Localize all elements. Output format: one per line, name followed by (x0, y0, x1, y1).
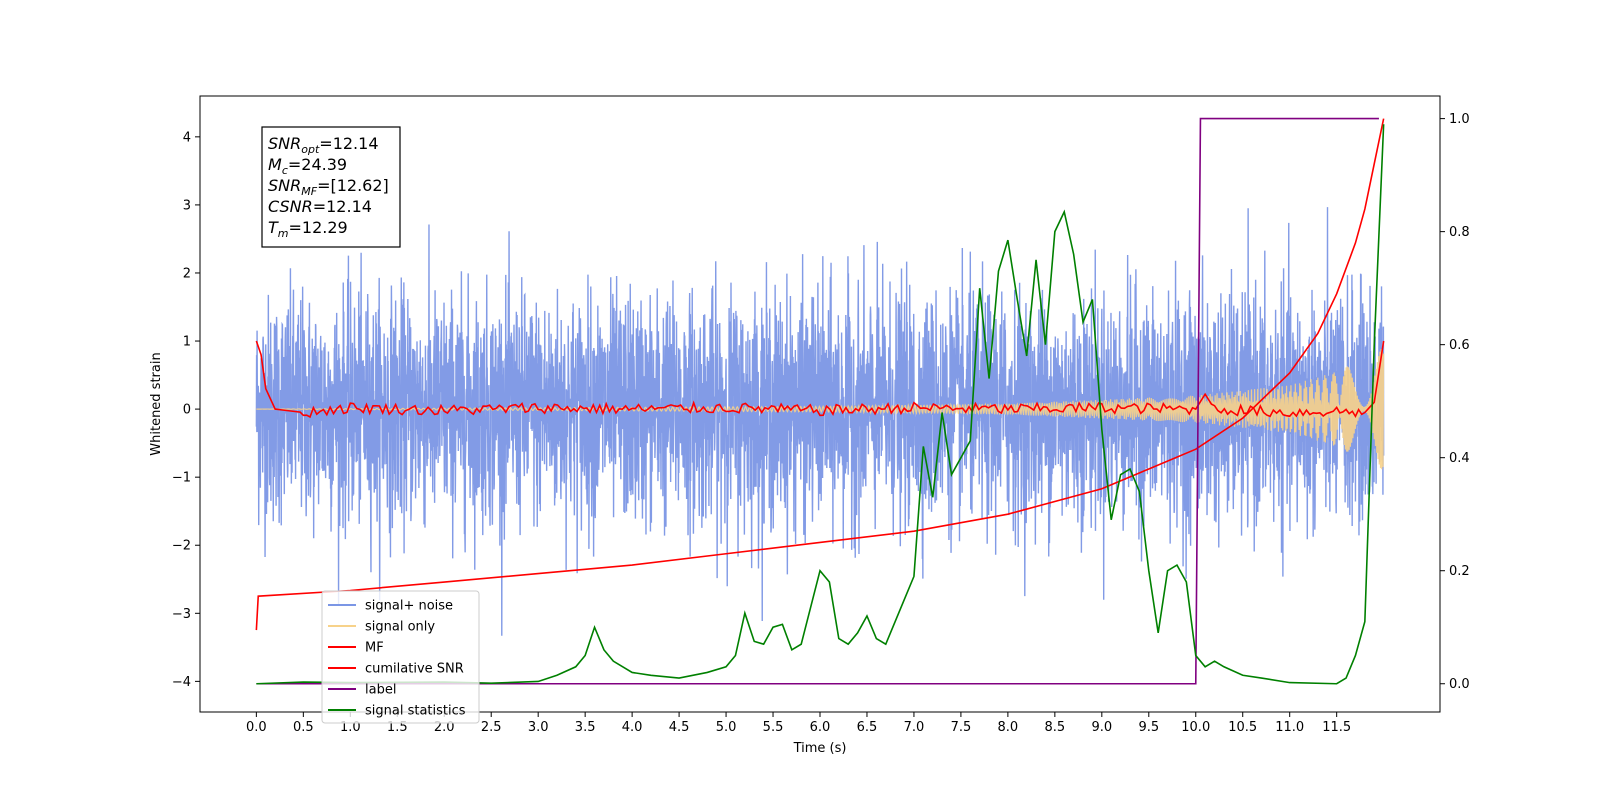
legend-label: label (365, 683, 396, 698)
mf-line (255, 340, 1385, 419)
x-tick-label: 8.0 (998, 720, 1019, 735)
x-tick-label: 7.0 (904, 720, 925, 735)
y-tick-label: 1 (183, 335, 191, 350)
legend-label: signal statistics (365, 704, 466, 719)
legend-label: MF (365, 641, 384, 656)
signal-only-line (256, 349, 1385, 470)
legend-label: cumilative SNR (365, 662, 464, 677)
legend: signal+ noise signal only MF cumilative SNR… (321, 590, 480, 724)
annotation-line: SNRMF=[12.62] (268, 176, 389, 198)
x-tick-label: 2.5 (481, 720, 502, 735)
y-right-tick-label: 1.0 (1449, 112, 1470, 127)
x-tick-label: 7.5 (951, 720, 972, 735)
x-tick-label: 3.0 (528, 720, 549, 735)
cumilative-snr-line (255, 118, 1385, 631)
x-tick-label: 8.5 (1045, 720, 1066, 735)
stats-annotation: SNRopt=12.14Mc=24.39SNRMF=[12.62]CSNR=12… (261, 126, 401, 248)
legend-label: signal only (365, 620, 435, 635)
y-tick-label: −4 (172, 675, 191, 690)
x-tick-label: 6.0 (810, 720, 831, 735)
y-tick-label: 2 (183, 266, 191, 281)
x-tick-label: 9.0 (1091, 720, 1112, 735)
x-tick-label: 9.5 (1138, 720, 1159, 735)
x-tick-label: 3.5 (575, 720, 596, 735)
y-right-tick-label: 0.0 (1449, 677, 1470, 692)
x-tick-label: 10.5 (1228, 720, 1257, 735)
annotation-line: Mc=24.39 (268, 155, 347, 177)
x-tick-label: 4.5 (669, 720, 690, 735)
x-tick-label: 5.5 (763, 720, 784, 735)
y-right-tick-label: 0.2 (1449, 564, 1470, 579)
annotation-line: SNRopt=12.14 (268, 134, 379, 156)
y-tick-label: 3 (183, 198, 191, 213)
annotation-line: CSNR=12.14 (268, 197, 372, 216)
y-right-tick-label: 0.6 (1449, 338, 1470, 353)
x-axis-label: Time (s) (793, 741, 847, 756)
signal-noise-line (255, 207, 1385, 636)
x-tick-label: 4.0 (622, 720, 643, 735)
x-tick-label: 11.5 (1322, 720, 1351, 735)
y-axis-label: Whitened strain (149, 352, 164, 455)
x-tick-label: 6.5 (857, 720, 878, 735)
x-tick-label: 1.5 (387, 720, 408, 735)
annotation-line: Tm=12.29 (268, 218, 348, 240)
x-tick-label: 0.5 (293, 720, 314, 735)
label-line (256, 117, 1379, 685)
x-tick-label: 0.0 (246, 720, 267, 735)
x-tick-label: 2.0 (434, 720, 455, 735)
y-tick-label: 4 (183, 130, 191, 145)
annotation-box (261, 126, 401, 248)
y-tick-label: −3 (172, 607, 191, 622)
y-tick-label: −2 (172, 539, 191, 554)
signal-statistics-line (256, 124, 1385, 685)
legend-frame (321, 590, 480, 724)
legend-label: signal+ noise (365, 599, 453, 614)
y-tick-label: 0 (183, 403, 191, 418)
y-right-tick-label: 0.8 (1449, 225, 1470, 240)
x-tick-label: 1.0 (340, 720, 361, 735)
y-right-tick-label: 0.4 (1449, 451, 1470, 466)
x-tick-label: 5.0 (716, 720, 737, 735)
x-tick-label: 10.0 (1181, 720, 1210, 735)
x-tick-label: 11.0 (1275, 720, 1304, 735)
y-tick-label: −1 (172, 471, 191, 486)
